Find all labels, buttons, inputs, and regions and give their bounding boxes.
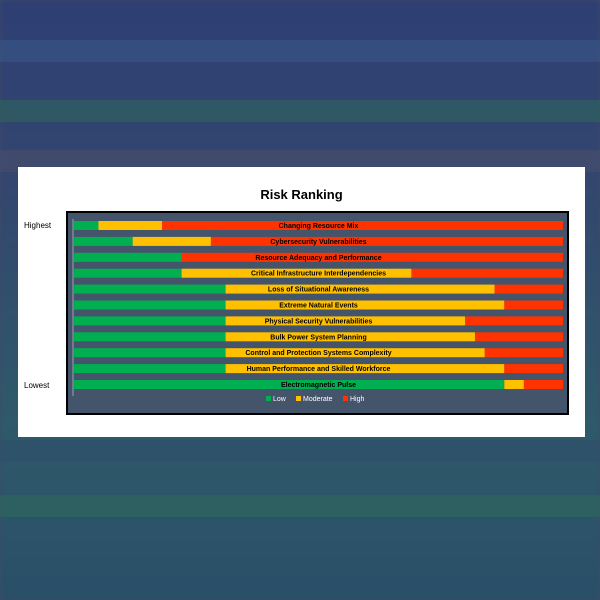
bar-segment-low (74, 364, 226, 374)
bar-segment-low (74, 316, 226, 326)
category-label: Electromagnetic Pulse (281, 382, 356, 389)
bar-segment-high (465, 316, 563, 326)
bar-segment-moderate (132, 236, 211, 246)
bar-segment-moderate (98, 221, 163, 230)
legend-label-moderate: Moderate (303, 396, 333, 403)
legend-swatch-moderate (296, 396, 301, 401)
category-label: Extreme Natural Events (279, 303, 358, 310)
category-label: Changing Resource Mix (279, 223, 359, 230)
bar-segment-moderate (504, 380, 524, 389)
bar-segment-low (74, 348, 226, 358)
bar-segment-high (474, 332, 563, 342)
bar-segment-high (523, 380, 563, 389)
bar-segment-high (504, 364, 563, 374)
category-label: Critical Infrastructure Interdependencie… (251, 271, 386, 278)
bar-segment-high (162, 221, 563, 230)
bar-segment-moderate (225, 364, 505, 374)
bar-segment-high (504, 300, 563, 310)
bar-segment-high (494, 284, 563, 294)
highest-label: Highest (24, 221, 52, 230)
plot-area: Changing Resource Mix Cybersecurity Vulne… (66, 211, 569, 415)
background-band (0, 495, 600, 517)
bar-segment-low (74, 284, 226, 294)
bar-segment-moderate (225, 332, 475, 342)
background-band (0, 40, 600, 62)
category-label: Physical Security Vulnerabilities (265, 318, 373, 325)
background-band (0, 150, 600, 172)
bar-segment-moderate (181, 268, 412, 278)
bar-segment-high (484, 348, 563, 358)
legend-label-low: Low (273, 396, 287, 403)
risk-ranking-chart: Changing Resource Mix Cybersecurity Vulne… (72, 219, 564, 403)
category-label: Cybersecurity Vulnerabilities (270, 239, 366, 246)
category-label: Resource Adequacy and Performance (255, 255, 381, 262)
bar-segment-high (411, 268, 563, 278)
background-band (0, 100, 600, 122)
bar-segment-low (74, 300, 226, 310)
bar-segment-low (74, 268, 182, 278)
bar-segment-moderate (225, 348, 485, 358)
bar-segment-low (74, 332, 226, 342)
chart-card: Risk Ranking Highest Lowest Changing Res… (18, 167, 585, 437)
category-label: Loss of Situational Awareness (268, 287, 369, 294)
background-band (0, 440, 600, 462)
bar-segment-low (74, 252, 182, 262)
legend-swatch-high (343, 396, 348, 401)
legend-label-high: High (350, 396, 365, 403)
lowest-label: Lowest (24, 381, 50, 390)
bar-segment-high (181, 252, 563, 262)
bar-segment-moderate (225, 284, 495, 294)
bar-segment-low (74, 380, 505, 389)
bar-segment-high (210, 236, 564, 246)
category-label: Bulk Power System Planning (270, 334, 366, 341)
legend-swatch-low (266, 396, 271, 401)
bar-segment-moderate (225, 300, 505, 310)
category-label: Human Performance and Skilled Workforce (247, 366, 391, 373)
chart-title: Risk Ranking (260, 187, 343, 202)
bar-segment-low (74, 221, 99, 230)
category-label: Control and Protection Systems Complexit… (245, 350, 391, 357)
bar-segment-moderate (225, 316, 466, 326)
bar-segment-low (74, 236, 133, 246)
